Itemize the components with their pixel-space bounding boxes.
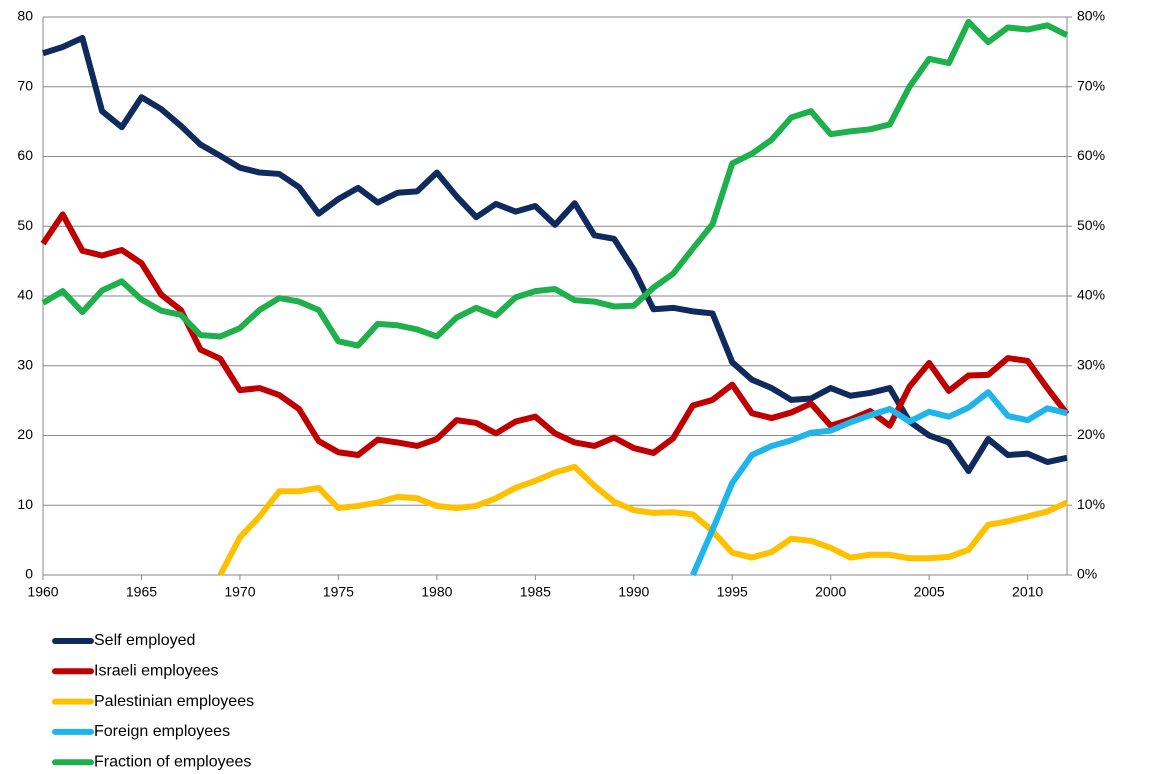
y-tick-label: 40 (17, 287, 33, 303)
x-tick-label: 1995 (717, 584, 748, 600)
y2-tick-label: 20% (1077, 426, 1105, 442)
legend-label: Self employed (94, 632, 195, 649)
y-tick-label: 50 (17, 217, 33, 233)
x-tick-label: 1985 (520, 584, 551, 600)
y2-tick-label: 80% (1077, 8, 1105, 24)
x-tick-label: 2005 (914, 584, 945, 600)
series-line (42, 34, 1068, 475)
legend-label: Foreign employees (94, 723, 230, 740)
y-tick-label: 70 (17, 77, 33, 93)
series-line (41, 18, 1069, 349)
x-tick-label: 1990 (618, 584, 649, 600)
y2-tick-label: 30% (1077, 356, 1105, 372)
x-tick-label: 1980 (421, 584, 452, 600)
legend-label: Israeli employees (94, 663, 219, 680)
y2-tick-label: 50% (1077, 217, 1105, 233)
y2-tick-label: 0% (1077, 566, 1097, 582)
y2-tick-label: 70% (1077, 77, 1105, 93)
x-tick-label: 2000 (815, 584, 846, 600)
y-tick-label: 30 (17, 356, 33, 372)
y-tick-label: 80 (17, 8, 33, 24)
legend-label: Palestinian employees (94, 693, 254, 710)
series-line (217, 463, 1069, 577)
x-tick-label: 1970 (224, 584, 255, 600)
x-tick-label: 1975 (323, 584, 354, 600)
legend-label: Fraction of employees (94, 753, 251, 770)
x-tick-label: 1965 (126, 584, 157, 600)
y-tick-label: 0 (25, 566, 33, 582)
series-line (690, 389, 1068, 577)
y2-tick-label: 40% (1077, 287, 1105, 303)
y2-tick-label: 60% (1077, 147, 1105, 163)
y-tick-label: 20 (17, 426, 33, 442)
y2-tick-label: 10% (1077, 496, 1105, 512)
x-tick-label: 2010 (1012, 584, 1043, 600)
y-tick-label: 10 (17, 496, 33, 512)
x-tick-label: 1960 (27, 584, 58, 600)
y-tick-label: 60 (17, 147, 33, 163)
